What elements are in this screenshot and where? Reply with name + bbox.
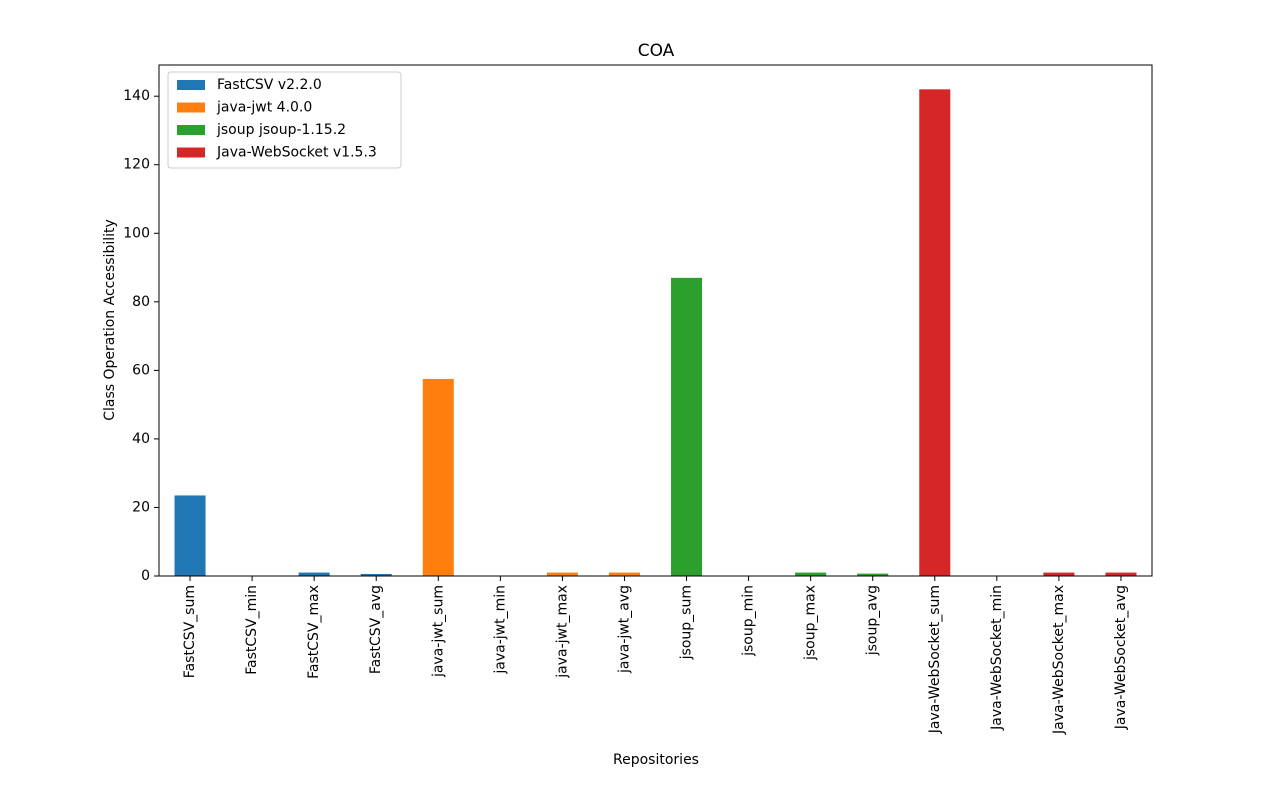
bar (919, 89, 951, 576)
legend-label: jsoup jsoup-1.15.2 (216, 122, 346, 138)
x-tick-label: FastCSV_avg (368, 585, 384, 674)
x-tick-label: FastCSV_max (306, 585, 322, 679)
bar (857, 573, 889, 576)
plot-frame (158, 64, 1153, 577)
bar (298, 572, 330, 576)
y-tick-label: 140 (123, 88, 150, 104)
y-tick-label: 40 (132, 431, 150, 447)
bar (546, 572, 578, 576)
y-tick-label: 100 (123, 225, 150, 241)
legend-swatch (177, 80, 205, 90)
y-tick-label: 120 (123, 157, 150, 173)
legend-label: FastCSV v2.2.0 (217, 77, 322, 93)
bar (360, 573, 392, 576)
legend-swatch (177, 125, 205, 135)
x-tick-label: FastCSV_sum (182, 585, 198, 678)
bar (174, 495, 206, 576)
bar (671, 277, 703, 576)
y-axis-label: Class Operation Accessibility (102, 219, 118, 421)
x-tick-label: java-jwt_min (492, 585, 508, 675)
y-tick-label: 20 (132, 499, 150, 515)
bar (795, 572, 827, 576)
bar (422, 378, 454, 576)
legend-swatch (177, 102, 205, 113)
bar (1105, 572, 1137, 576)
y-tick-label: 60 (132, 362, 150, 378)
legend-box (167, 71, 402, 169)
x-tick-label: Java-WebSocket_avg (1113, 585, 1129, 730)
y-tick-label: 0 (141, 568, 150, 584)
chart-title: COA (638, 41, 675, 61)
x-tick-label: jsoup_avg (865, 585, 881, 656)
x-tick-label: FastCSV_min (244, 585, 260, 675)
legend-swatch (177, 147, 205, 158)
x-tick-label: java-jwt_max (554, 585, 570, 679)
legend-label: java-jwt 4.0.0 (216, 100, 312, 116)
x-tick-label: Java-WebSocket_sum (927, 585, 943, 734)
legend-label: Java-WebSocket v1.5.3 (216, 145, 377, 161)
x-tick-label: jsoup_min (741, 585, 757, 657)
x-axis-label: Repositories (613, 752, 699, 768)
x-tick-label: Java-WebSocket_max (1051, 585, 1067, 735)
bar (1043, 572, 1075, 576)
x-tick-label: jsoup_max (803, 585, 819, 661)
x-tick-label: Java-WebSocket_min (989, 585, 1005, 731)
x-tick-label: java-jwt_sum (430, 585, 446, 678)
bar (608, 572, 640, 576)
x-tick-label: java-jwt_avg (616, 585, 632, 674)
x-tick-label: jsoup_sum (679, 585, 695, 660)
y-tick-label: 80 (132, 294, 150, 310)
